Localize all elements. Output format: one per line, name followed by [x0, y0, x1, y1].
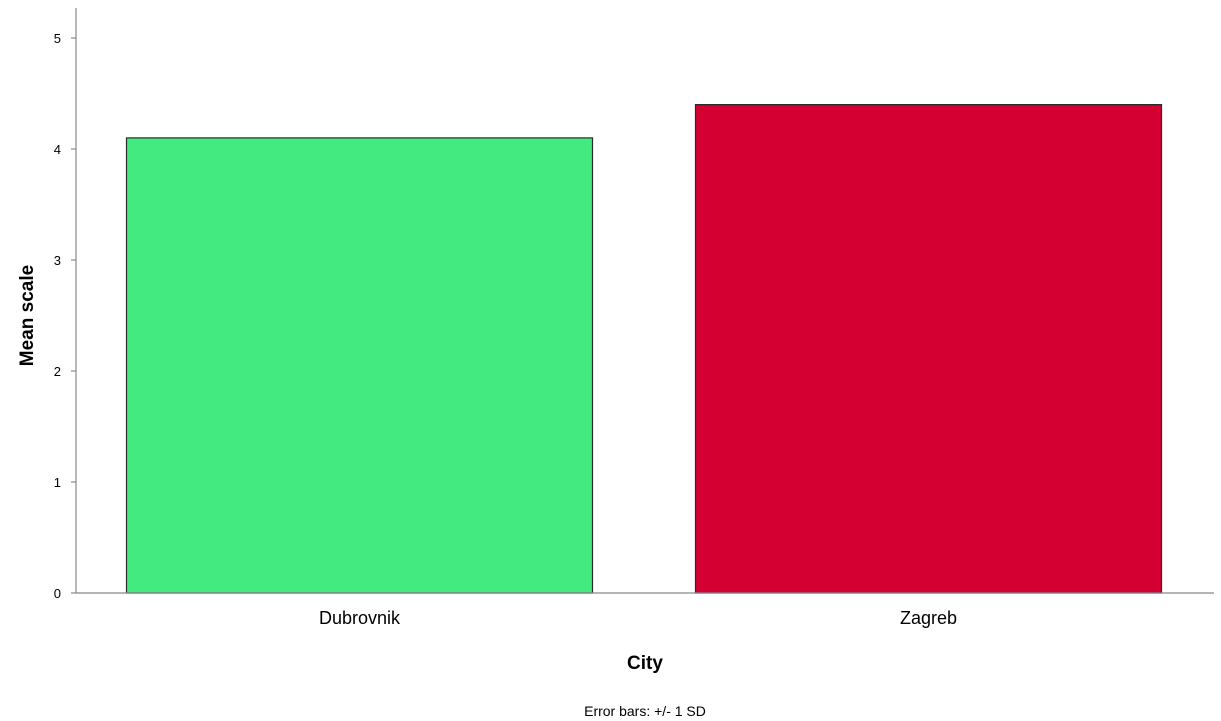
- bars: [125, 103, 1163, 594]
- x-axis-title: City: [627, 653, 663, 674]
- y-tick-label: 0: [54, 586, 61, 601]
- y-tick-label: 5: [54, 31, 61, 46]
- y-tick-label: 3: [54, 253, 61, 268]
- x-tick-label: Zagreb: [900, 608, 957, 628]
- bar-zagreb: [694, 103, 1163, 594]
- y-tick-label: 2: [54, 364, 61, 379]
- y-axis-ticks: 0 1 2 3 4 5: [54, 31, 76, 601]
- x-axis-tick-labels: Dubrovnik Zagreb: [319, 608, 957, 628]
- y-axis-title: Mean scale: [17, 265, 38, 366]
- error-bars-footnote: Error bars: +/- 1 SD: [584, 703, 706, 719]
- y-tick-label: 4: [54, 142, 61, 157]
- x-tick-label: Dubrovnik: [319, 608, 401, 628]
- bar-dubrovnik: [125, 137, 594, 594]
- y-tick-label: 1: [54, 475, 61, 490]
